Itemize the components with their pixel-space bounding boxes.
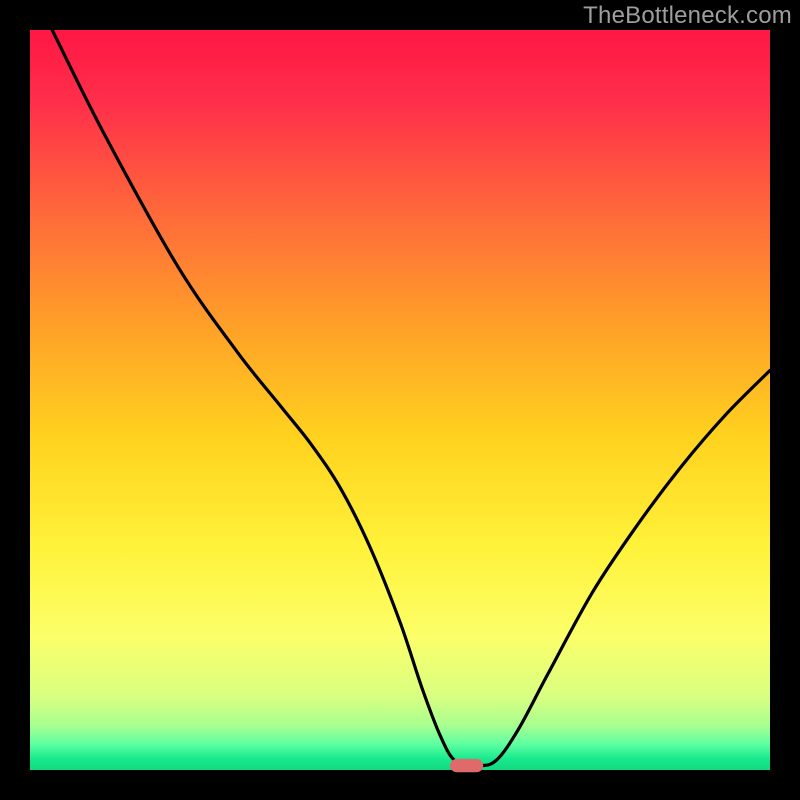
chart-background — [30, 30, 770, 770]
chart-canvas: TheBottleneck.com — [0, 0, 800, 800]
optimum-marker — [450, 759, 483, 772]
watermark-label: TheBottleneck.com — [583, 2, 792, 30]
bottleneck-chart — [0, 0, 800, 800]
